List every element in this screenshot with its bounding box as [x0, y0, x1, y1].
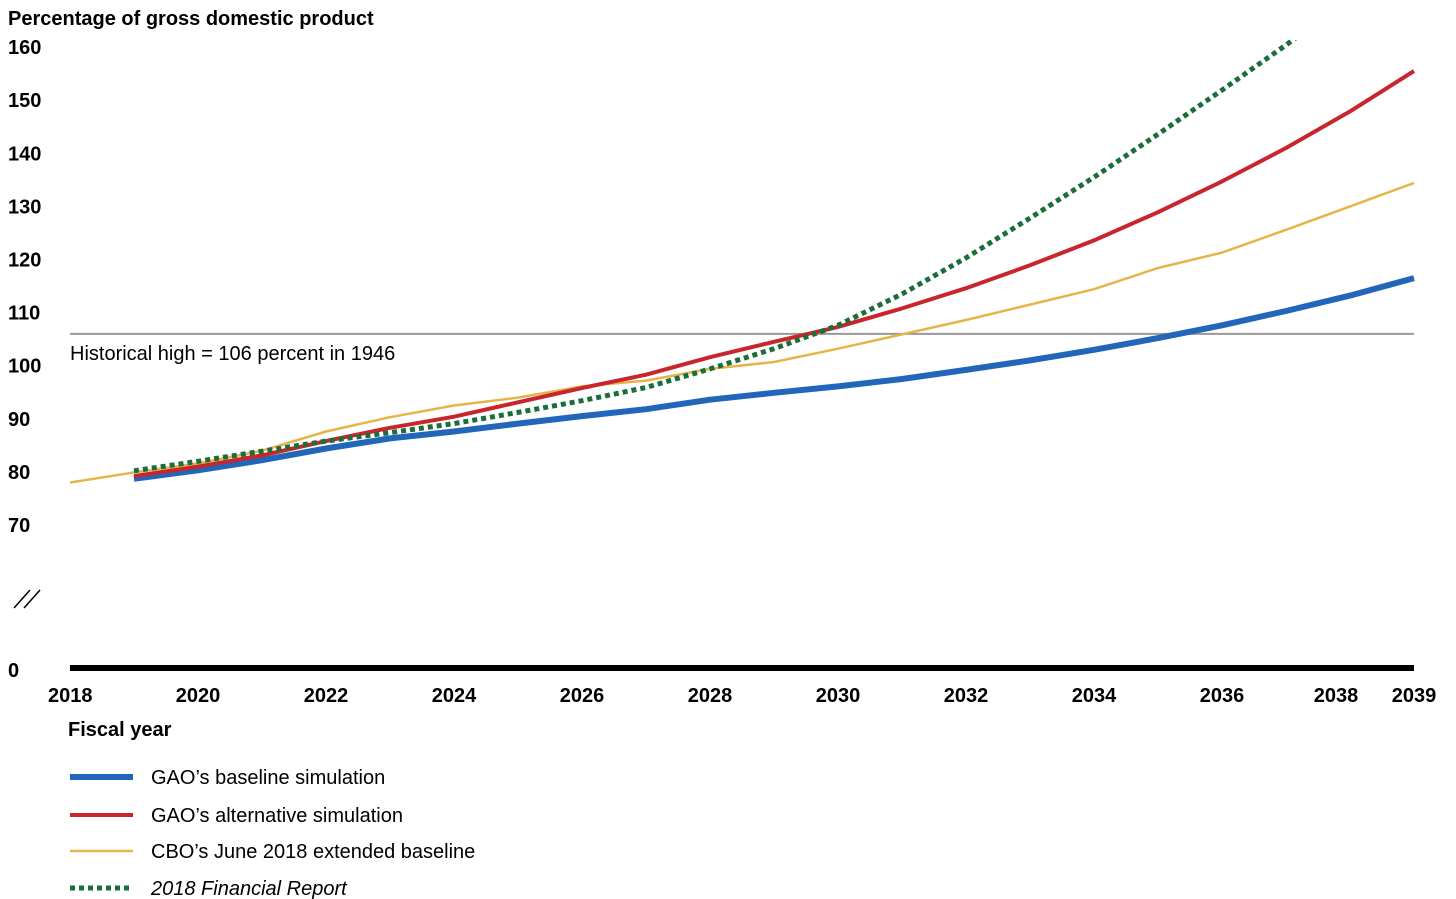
x-axis: 2018 2020 2022 2024 2026 2028 2030 2032 2034 2036… — [48, 665, 1437, 707]
series-line-cbo — [70, 181, 1415, 484]
x-tick-label: 2038 — [1314, 685, 1359, 707]
legend-label-baseline: GAO’s baseline simulation — [151, 767, 385, 789]
axis-break-marks — [13, 589, 41, 609]
x-tick-label: 2028 — [688, 685, 733, 707]
y-tick-label: 90 — [8, 409, 30, 431]
series-line-financial — [133, 40, 1298, 474]
x-tick-label: 2039 — [1392, 685, 1437, 707]
y-tick-label: 70 — [8, 515, 30, 537]
legend-label-cbo: CBO’s June 2018 extended baseline — [151, 841, 475, 863]
x-tick-label: 2034 — [1072, 685, 1117, 707]
x-tick-label: 2036 — [1200, 685, 1245, 707]
axis-break-mark — [23, 589, 41, 609]
x-tick-label: 2024 — [432, 685, 477, 707]
y-tick-label: 160 — [8, 37, 41, 59]
x-tick-label: 2018 — [48, 685, 93, 707]
y-axis: 0 70 80 90 100 110 120 130 140 150 160 — [8, 37, 41, 682]
axis-break-mark — [13, 589, 31, 609]
y-tick-label: 80 — [8, 462, 30, 484]
y-tick-label: 140 — [8, 143, 41, 165]
x-axis-title: Fiscal year — [68, 719, 172, 741]
series-line-baseline — [133, 275, 1415, 482]
x-tick-label: 2026 — [560, 685, 605, 707]
y-tick-label: 130 — [8, 196, 41, 218]
y-tick-label: 110 — [8, 303, 40, 325]
y-tick-label: 0 — [8, 660, 19, 682]
legend-label-financial: 2018 Financial Report — [150, 878, 348, 899]
plot-area — [70, 40, 1416, 484]
x-tick-label: 2030 — [816, 685, 861, 707]
x-tick-label: 2032 — [944, 685, 989, 707]
x-tick-label: 2022 — [304, 685, 349, 707]
series-line-alternative — [133, 69, 1416, 479]
legend: GAO’s baseline simulation GAO’s alternati… — [70, 767, 475, 899]
y-tick-label: 120 — [8, 250, 41, 272]
y-axis-title: Percentage of gross domestic product — [8, 8, 374, 30]
y-tick-label: 100 — [8, 356, 41, 378]
historical-high-label: Historical high = 106 percent in 1946 — [70, 343, 395, 365]
y-tick-label: 150 — [8, 90, 41, 112]
x-tick-label: 2020 — [176, 685, 221, 707]
legend-label-alternative: GAO’s alternative simulation — [151, 805, 403, 827]
